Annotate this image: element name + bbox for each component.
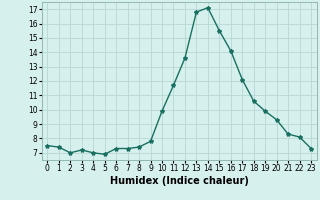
X-axis label: Humidex (Indice chaleur): Humidex (Indice chaleur) (110, 176, 249, 186)
